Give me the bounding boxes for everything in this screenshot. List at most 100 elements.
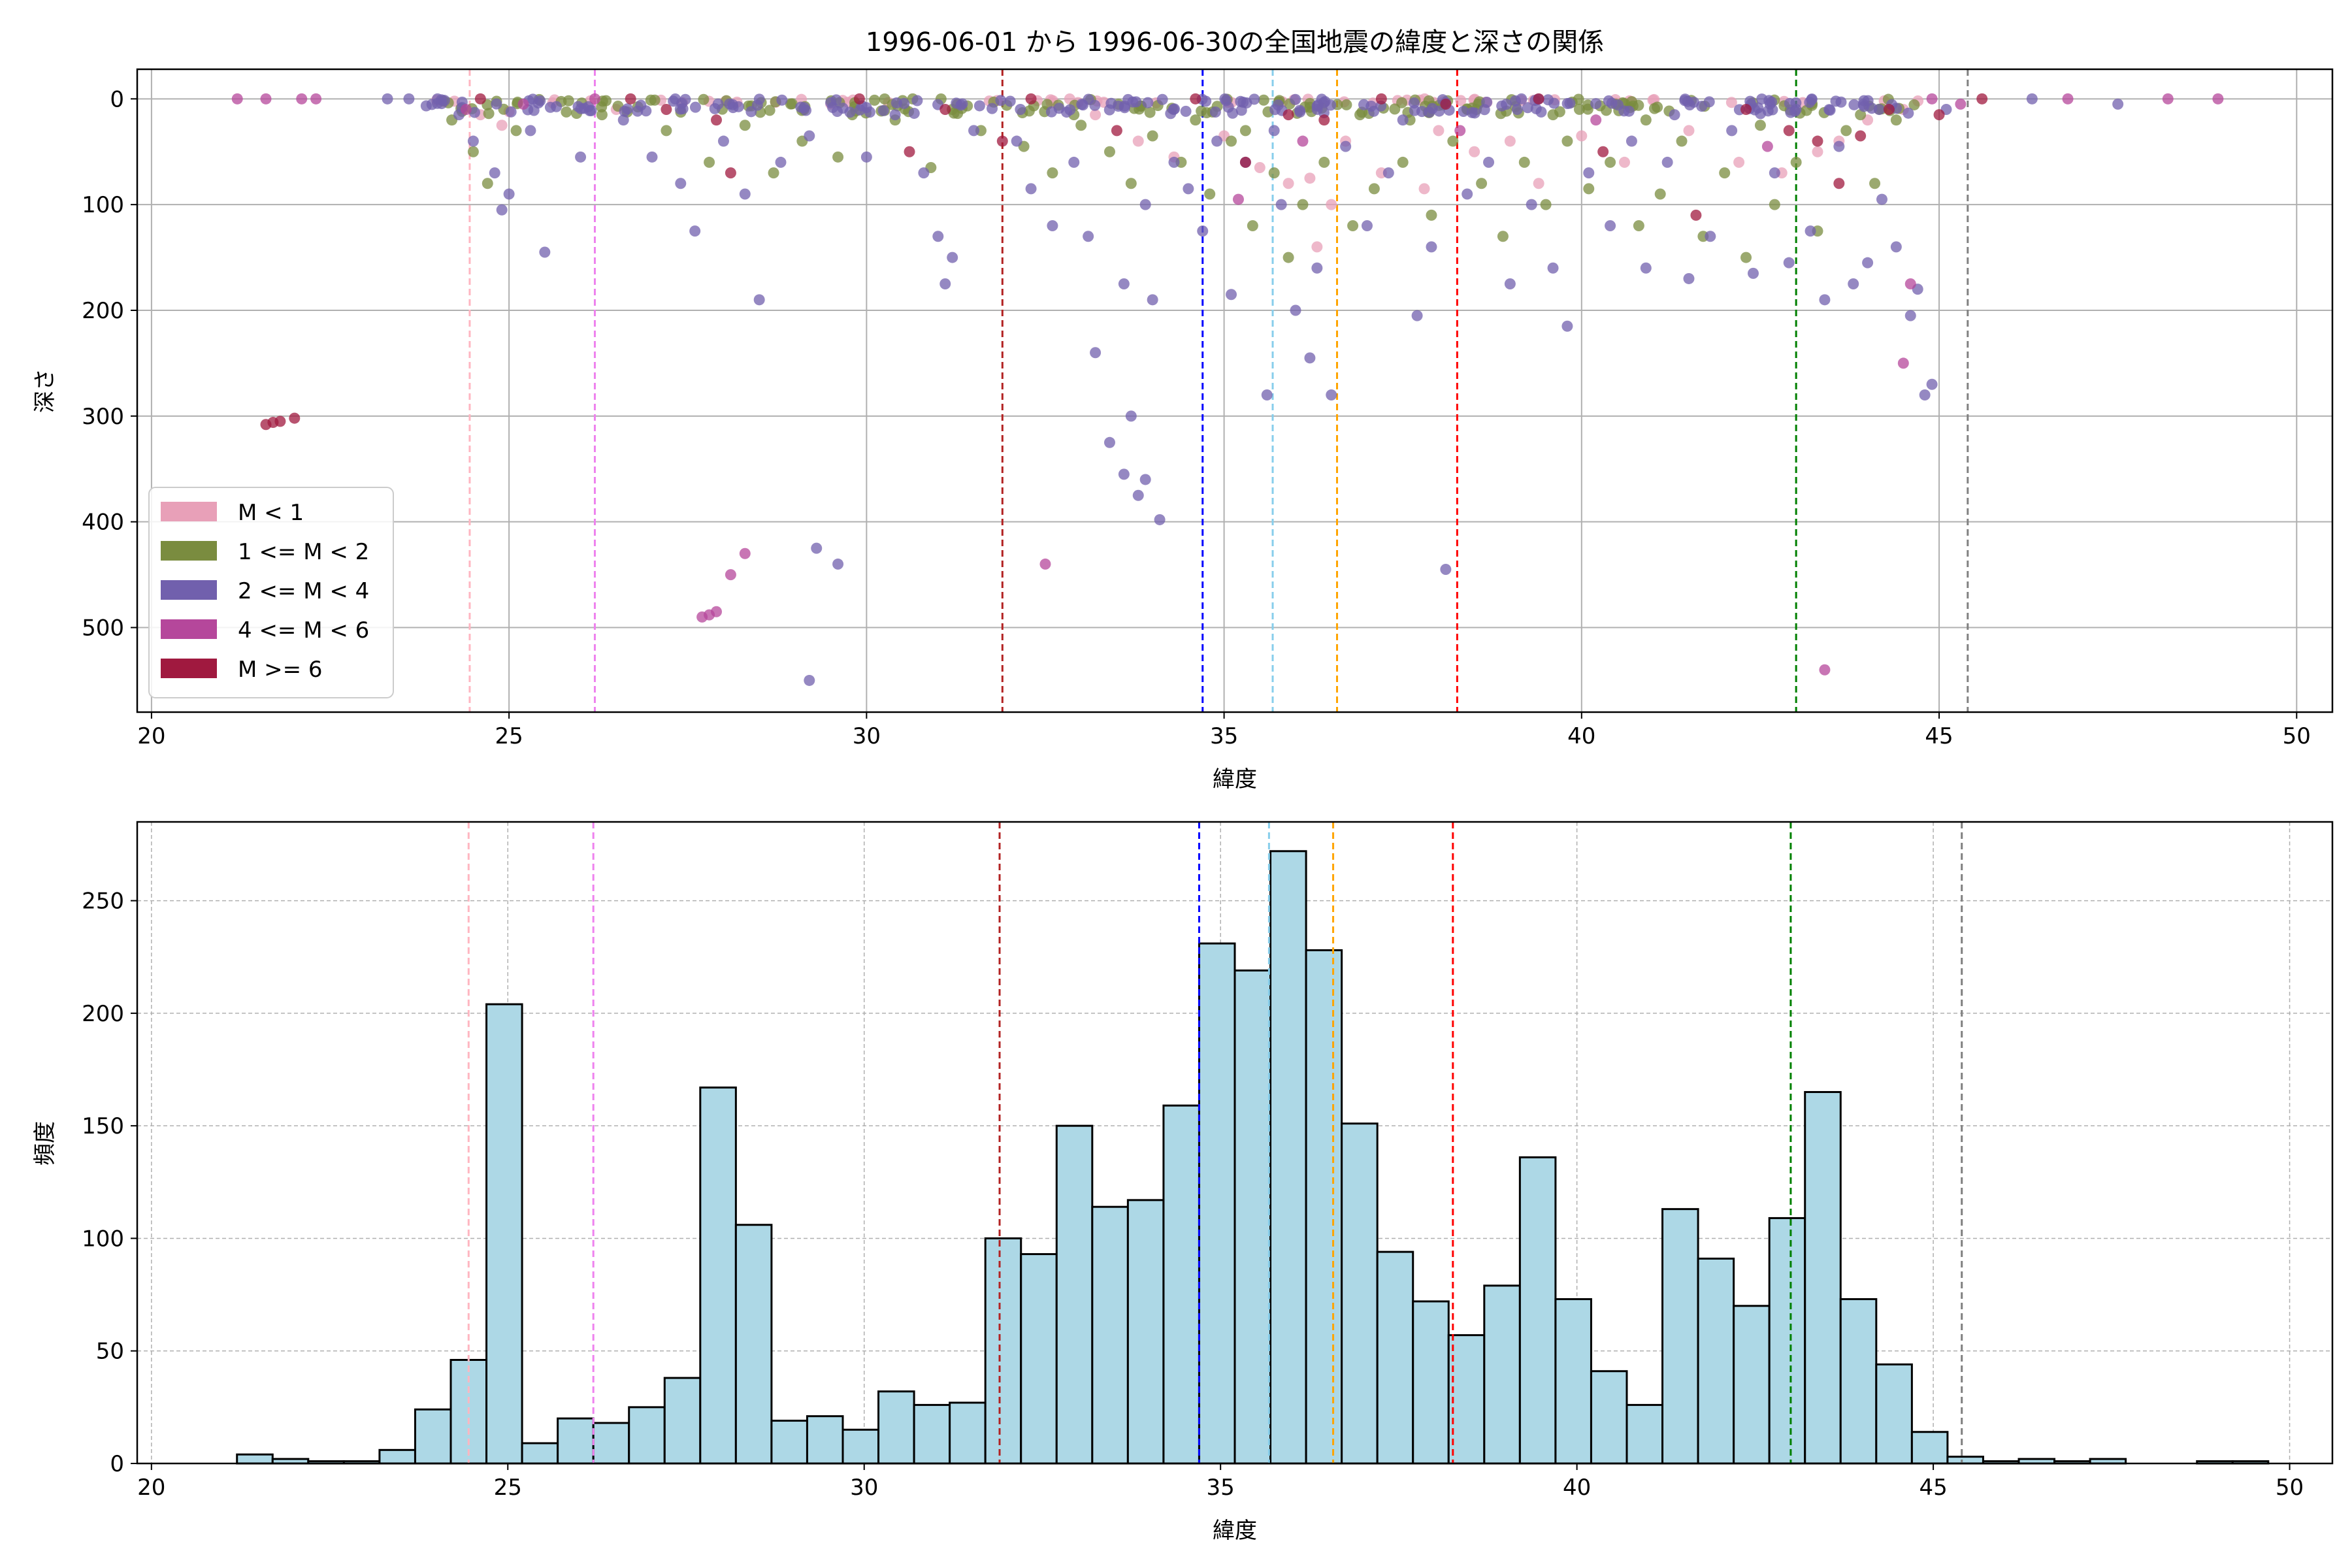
data-point (1426, 209, 1437, 221)
data-point (1504, 135, 1516, 147)
data-point (575, 151, 587, 163)
data-point (1458, 106, 1469, 118)
data-point (661, 125, 672, 137)
histogram-bar (1447, 1334, 1486, 1465)
data-point (1769, 199, 1780, 210)
histogram-bar (1804, 1090, 1842, 1465)
data-point (1869, 178, 1881, 189)
data-point (1835, 96, 1847, 108)
data-point (1047, 167, 1058, 179)
histogram-plot-frame (136, 821, 2334, 1465)
data-point (467, 146, 479, 157)
y-tick-label: 400 (82, 510, 124, 536)
histogram-bar (1233, 969, 1272, 1465)
data-point (1139, 199, 1151, 210)
data-point (987, 103, 998, 114)
data-point (1304, 172, 1316, 184)
series-4 (260, 93, 1988, 431)
data-point (776, 94, 788, 106)
histogram-bar (770, 1420, 808, 1465)
data-point (1469, 146, 1480, 157)
data-point (1268, 167, 1280, 179)
legend-swatch (161, 502, 217, 521)
data-point (1703, 96, 1715, 108)
data-point (1396, 97, 1408, 108)
data-point (1211, 135, 1223, 147)
legend-swatch (161, 659, 217, 678)
data-point (1612, 99, 1624, 111)
data-point (1068, 156, 1080, 168)
data-point (1239, 156, 1251, 168)
data-point (483, 108, 495, 120)
data-point (1497, 231, 1509, 242)
data-point (768, 167, 779, 179)
data-point (1763, 95, 1775, 106)
data-point (1833, 178, 1845, 189)
data-point (1761, 140, 1773, 152)
data-point (1282, 109, 1294, 121)
data-point (864, 106, 875, 118)
scatter-points (231, 93, 2224, 686)
data-point (1304, 352, 1316, 364)
data-point (2162, 93, 2174, 105)
data-point (1819, 294, 1831, 306)
data-point (1522, 102, 1533, 114)
data-point (2212, 93, 2224, 105)
data-point (1719, 167, 1731, 179)
x-tick-label: 45 (1925, 723, 1953, 749)
y-tick-label: 50 (96, 1339, 124, 1365)
histogram-bar (1661, 1208, 1699, 1465)
data-point (1247, 220, 1258, 232)
data-point (1004, 95, 1016, 107)
data-point (1908, 99, 1920, 110)
data-point (831, 105, 843, 117)
data-point (698, 93, 710, 105)
histogram-bar (734, 1224, 773, 1465)
data-point (1125, 178, 1137, 189)
data-point (668, 95, 679, 107)
data-point (544, 101, 556, 113)
data-point (1254, 162, 1266, 174)
x-tick-label: 45 (1919, 1475, 1947, 1501)
data-point (1526, 199, 1537, 210)
histogram-bar (1483, 1284, 1521, 1465)
data-point (853, 93, 865, 105)
data-point (832, 558, 844, 570)
histogram-bar (1733, 1305, 1771, 1465)
histogram-bar (1126, 1199, 1165, 1465)
data-point (2062, 93, 2074, 105)
data-point (1855, 109, 1867, 121)
histogram-bar (1091, 1205, 1129, 1465)
data-point (1543, 94, 1554, 106)
data-point (1261, 389, 1273, 400)
data-point (1890, 114, 1902, 126)
data-point (403, 93, 415, 105)
data-point (1354, 109, 1366, 121)
data-point (1767, 104, 1778, 116)
data-point (1180, 105, 1192, 117)
data-point (1478, 104, 1490, 116)
data-point (1433, 125, 1445, 137)
data-point (1654, 188, 1666, 200)
data-point (1361, 220, 1373, 232)
data-point (939, 104, 951, 115)
data-point (1023, 105, 1035, 117)
data-point (832, 151, 844, 163)
data-point (1209, 106, 1221, 118)
data-point (646, 151, 658, 163)
data-point (596, 109, 608, 121)
data-point (1705, 231, 1716, 242)
data-point (2026, 93, 2038, 105)
data-point (1382, 167, 1394, 179)
data-point (1083, 231, 1094, 242)
data-point (911, 95, 923, 106)
data-point (1833, 140, 1845, 152)
data-point (382, 93, 393, 105)
series-3 (231, 93, 2224, 676)
data-point (1633, 220, 1644, 232)
data-point (420, 100, 432, 112)
legend-swatch (161, 619, 217, 639)
data-point (753, 93, 765, 105)
data-point (918, 167, 930, 179)
